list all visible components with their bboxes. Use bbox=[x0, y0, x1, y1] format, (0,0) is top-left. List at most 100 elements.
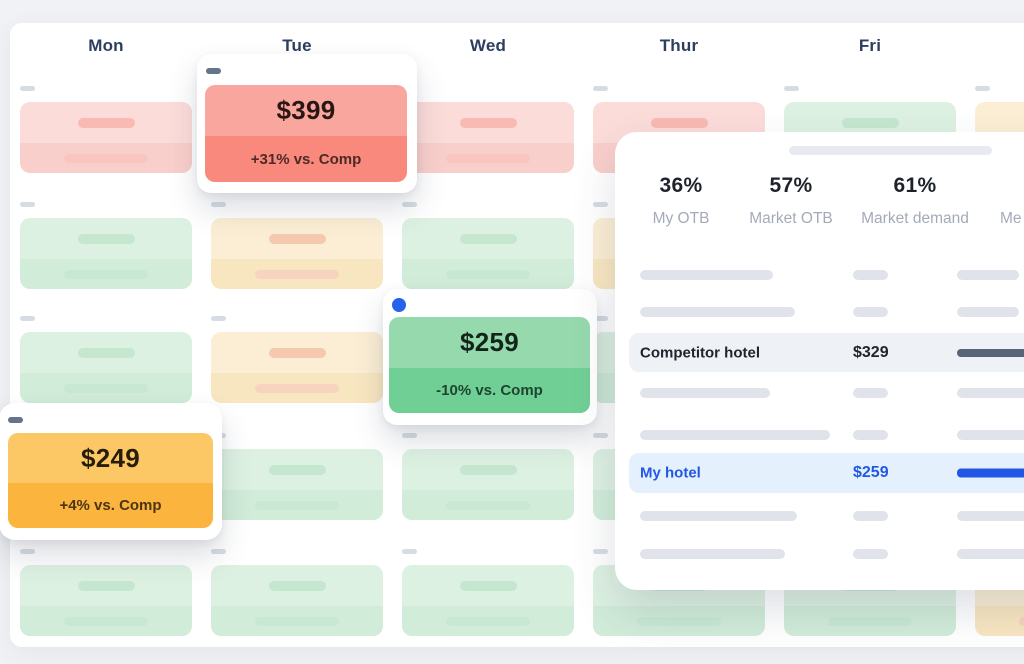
placeholder-pill bbox=[853, 511, 888, 521]
date-pill bbox=[20, 202, 35, 207]
rate-cell-price-area bbox=[211, 565, 383, 606]
comparison-placeholder bbox=[255, 269, 339, 279]
rate-cell-comp-area bbox=[402, 259, 574, 289]
price-placeholder bbox=[841, 117, 899, 128]
comparison-placeholder bbox=[446, 616, 530, 626]
rate-cell-price-area bbox=[20, 332, 192, 373]
date-pill bbox=[402, 433, 417, 438]
rate-cell-green[interactable] bbox=[20, 565, 192, 636]
rate-card-red: $399 +31% vs. Comp bbox=[205, 85, 407, 182]
rate-cell-price-area bbox=[20, 102, 192, 143]
popup-price: $249 bbox=[8, 433, 213, 484]
rate-cell-comp-area bbox=[20, 606, 192, 636]
popup-price: $399 bbox=[205, 85, 407, 137]
rate-cell-green[interactable] bbox=[402, 218, 574, 289]
price-placeholder bbox=[459, 464, 517, 475]
day-header-mon: Mon bbox=[88, 36, 124, 55]
drag-handle-icon[interactable] bbox=[789, 146, 992, 155]
price-placeholder bbox=[268, 580, 326, 591]
comparison-placeholder bbox=[255, 383, 339, 393]
rate-cell-green[interactable] bbox=[211, 449, 383, 520]
rate-cell-comp-area bbox=[211, 490, 383, 520]
placeholder-pill bbox=[853, 270, 888, 280]
rate-cell-price-area bbox=[211, 218, 383, 259]
rate-cell-comp-area bbox=[784, 606, 956, 636]
date-pill bbox=[402, 202, 417, 207]
my-hotel-row[interactable]: My hotel $259 bbox=[629, 453, 1024, 493]
rate-cell-price-area bbox=[211, 332, 383, 373]
placeholder-pill bbox=[957, 307, 1019, 317]
rate-cell-price-area bbox=[211, 449, 383, 490]
rate-cell-comp-area bbox=[20, 373, 192, 403]
price-placeholder bbox=[268, 233, 326, 244]
date-pill bbox=[20, 549, 35, 554]
date-pill bbox=[211, 202, 226, 207]
rate-cell-green[interactable] bbox=[402, 565, 574, 636]
date-pill-icon bbox=[8, 417, 23, 423]
comparison-placeholder bbox=[446, 269, 530, 279]
placeholder-pill bbox=[853, 549, 888, 559]
price-placeholder bbox=[77, 580, 135, 591]
date-pill bbox=[211, 316, 226, 321]
rate-popup-wed[interactable]: $259 -10% vs. Comp bbox=[383, 289, 597, 425]
competitor-hotel-row[interactable]: Competitor hotel $329 bbox=[629, 333, 1024, 372]
price-placeholder bbox=[650, 117, 708, 128]
comparison-placeholder bbox=[637, 616, 721, 626]
rate-cell-green[interactable] bbox=[211, 565, 383, 636]
placeholder-pill bbox=[853, 388, 888, 398]
rate-cell-price-area bbox=[402, 565, 574, 606]
rate-cell-comp-area bbox=[402, 143, 574, 173]
price-placeholder bbox=[459, 580, 517, 591]
date-pill bbox=[20, 316, 35, 321]
stat-value bbox=[1000, 174, 1022, 198]
rate-cell-comp-area bbox=[402, 490, 574, 520]
competitor-rate-bar bbox=[957, 348, 1024, 357]
rate-cell-comp-area bbox=[975, 606, 1024, 636]
rate-cell-cream[interactable] bbox=[211, 332, 383, 403]
date-pill bbox=[593, 433, 608, 438]
rate-cell-price-area bbox=[402, 102, 574, 143]
date-pill-icon bbox=[206, 68, 221, 74]
hotel-rate: $329 bbox=[853, 343, 889, 361]
price-placeholder bbox=[268, 347, 326, 358]
stat-label: Me bbox=[1000, 210, 1022, 227]
rate-popup-tue[interactable]: $399 +31% vs. Comp bbox=[197, 54, 417, 193]
rate-card-orange: $249 +4% vs. Comp bbox=[8, 433, 213, 528]
stat-value: 61% bbox=[893, 174, 937, 197]
rate-cell-green[interactable] bbox=[20, 218, 192, 289]
date-pill bbox=[593, 202, 608, 207]
day-header-wed: Wed bbox=[469, 36, 507, 55]
popup-comp-delta: -10% vs. Comp bbox=[389, 367, 590, 413]
rate-popup-mon[interactable]: $249 +4% vs. Comp bbox=[0, 403, 222, 540]
market-insight-panel: 36% My OTB 57% Market OTB 61% Market demand Me… bbox=[615, 132, 1024, 590]
hotel-name: Competitor hotel bbox=[640, 344, 760, 361]
comparison-placeholder bbox=[64, 616, 148, 626]
date-pill bbox=[211, 549, 226, 554]
comparison-placeholder bbox=[64, 153, 148, 163]
placeholder-pill bbox=[853, 430, 888, 440]
stat-me: Me bbox=[1000, 174, 1022, 228]
placeholder-pill bbox=[957, 388, 1024, 398]
rate-cell-green[interactable] bbox=[20, 332, 192, 403]
hotel-rate: $259 bbox=[853, 464, 889, 481]
stat-my-otb: 36% My OTB bbox=[653, 174, 710, 228]
stat-market-otb: 57% Market OTB bbox=[749, 174, 833, 228]
rate-cell-price-area bbox=[402, 449, 574, 490]
rate-cell-green[interactable] bbox=[402, 449, 574, 520]
date-pill bbox=[593, 86, 608, 91]
date-pill bbox=[593, 549, 608, 554]
stat-label: My OTB bbox=[652, 210, 710, 227]
rate-cell-pink[interactable] bbox=[402, 102, 574, 173]
placeholder-pill bbox=[957, 430, 1024, 440]
stat-value: 57% bbox=[769, 174, 813, 197]
hotel-name: My hotel bbox=[640, 464, 701, 482]
price-placeholder bbox=[459, 233, 517, 244]
comparison-placeholder bbox=[255, 616, 339, 626]
placeholder-pill bbox=[640, 511, 797, 521]
rate-cell-comp-area bbox=[211, 373, 383, 403]
rate-cell-pink[interactable] bbox=[20, 102, 192, 173]
placeholder-pill bbox=[957, 511, 1024, 521]
rate-cell-cream[interactable] bbox=[211, 218, 383, 289]
rate-cell-price-area bbox=[20, 565, 192, 606]
